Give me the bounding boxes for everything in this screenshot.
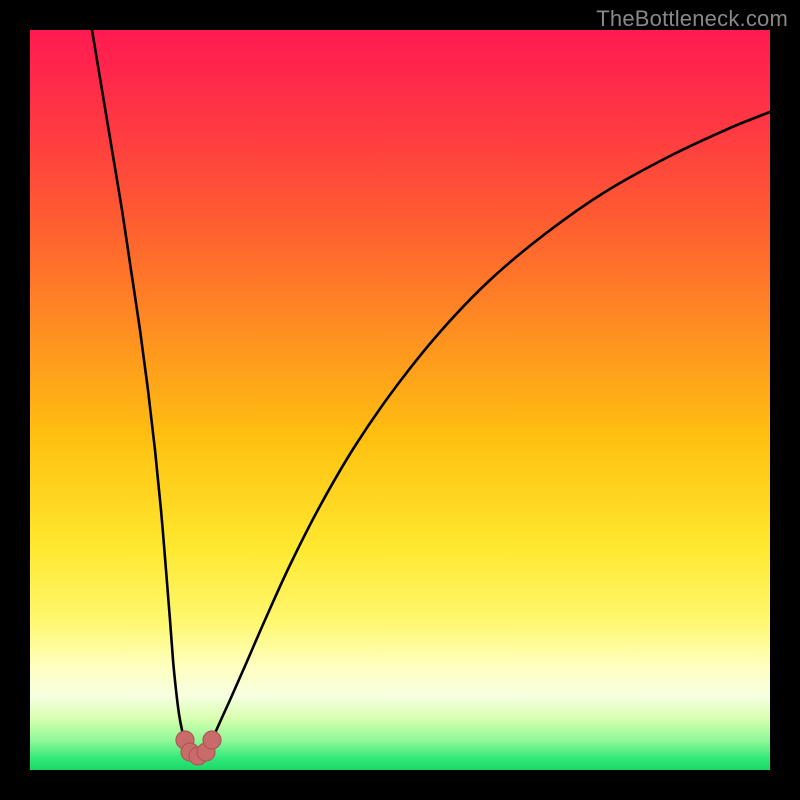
chart-svg <box>30 30 770 770</box>
marker-point <box>203 731 221 749</box>
gradient-background <box>30 30 770 770</box>
chart-frame: TheBottleneck.com <box>0 0 800 800</box>
watermark-text: TheBottleneck.com <box>596 6 788 32</box>
plot-area <box>30 30 770 770</box>
